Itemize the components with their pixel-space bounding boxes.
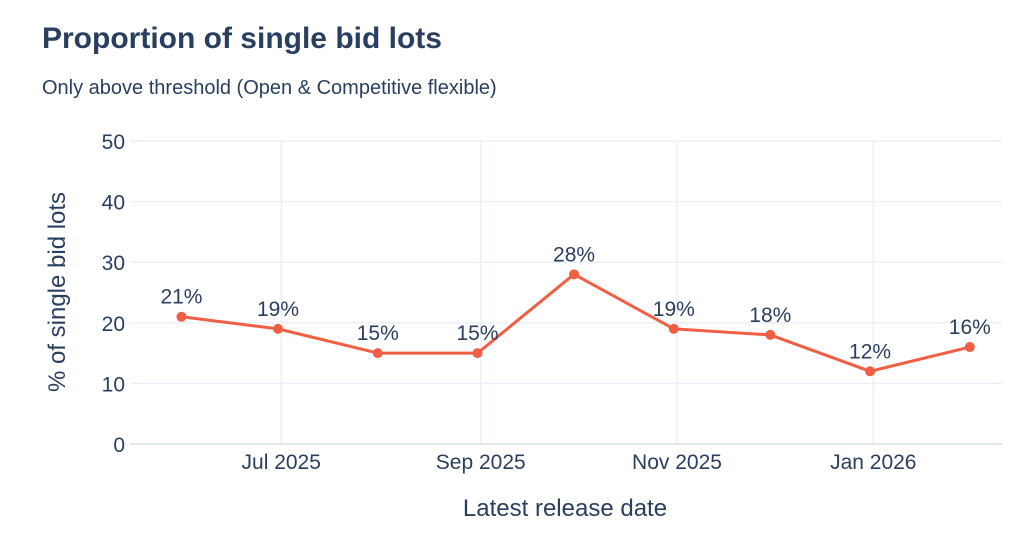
y-tick-label: 20 — [102, 313, 125, 336]
grid-lines — [130, 140, 1002, 444]
chart-title: Proportion of single bid lots — [42, 22, 442, 55]
data-label: 19% — [257, 298, 299, 321]
data-label: 21% — [160, 286, 202, 309]
y-axis-label: % of single bid lots — [44, 192, 71, 392]
data-point[interactable] — [176, 311, 187, 322]
series-layer — [176, 269, 975, 377]
data-labels: 21% 19% 15% 15% 28% 19% 18% 12% 16% — [160, 243, 990, 363]
y-tick-label: 10 — [102, 373, 125, 396]
x-tick-label: Jul 2025 — [242, 451, 321, 474]
data-label: 15% — [456, 322, 498, 345]
data-label: 18% — [749, 304, 791, 327]
y-tick-label: 40 — [102, 192, 125, 215]
x-tick-label: Nov 2025 — [632, 451, 722, 474]
data-point[interactable] — [964, 342, 975, 353]
chart-subtitle: Only above threshold (Open & Competitive… — [42, 77, 497, 99]
data-label: 12% — [849, 340, 891, 363]
data-point[interactable] — [372, 348, 383, 359]
x-tick-label: Sep 2025 — [436, 451, 526, 474]
data-label: 15% — [357, 322, 399, 345]
data-point[interactable] — [865, 366, 876, 377]
data-point[interactable] — [472, 348, 483, 359]
y-tick-label: 30 — [102, 252, 125, 275]
data-label: 16% — [949, 316, 991, 339]
data-point[interactable] — [765, 329, 776, 340]
data-point[interactable] — [668, 323, 679, 334]
data-label: 28% — [553, 243, 595, 266]
axes: 0 10 20 30 40 50 Jul 2025 Sep 2025 Nov 2025 Jan 2… — [102, 131, 1002, 474]
data-point[interactable] — [569, 269, 580, 280]
data-label: 19% — [653, 298, 695, 321]
x-tick-label: Jan 2026 — [830, 451, 916, 474]
y-tick-label: 50 — [102, 131, 125, 154]
y-tick-label: 0 — [113, 434, 125, 457]
x-axis-label: Latest release date — [463, 495, 667, 522]
data-point[interactable] — [273, 323, 284, 334]
